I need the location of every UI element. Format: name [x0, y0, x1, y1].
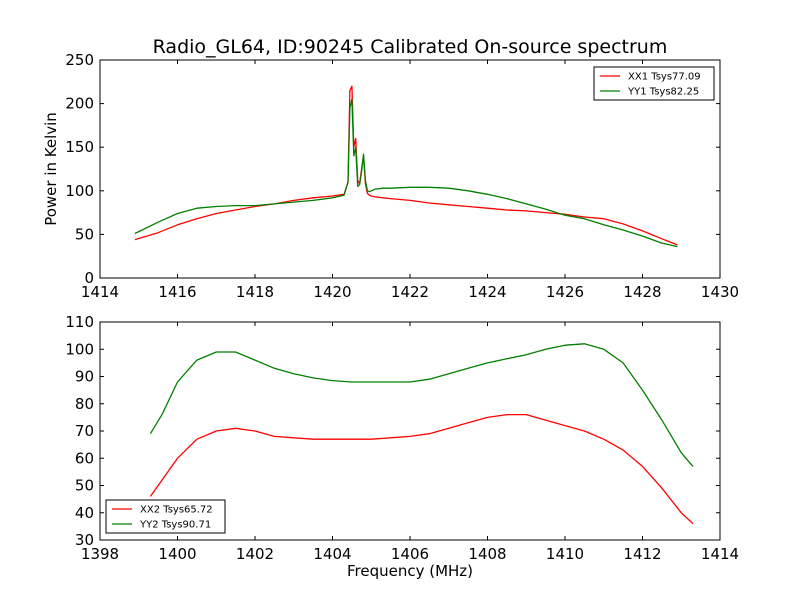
bottom-plot: 1398 1400 1402 1404 1406 1408 1410 1412 1414 30 40…	[65, 313, 739, 563]
legend: XX1 Tsys77.09 YY1 Tsys82.25	[593, 66, 715, 101]
x-tick-label: 1426	[546, 283, 584, 301]
x-tick-label: 1428	[623, 283, 661, 301]
x-tick-label: 1412	[623, 545, 661, 563]
y-tick-label: 50	[75, 225, 94, 243]
x-tick-label: 1404	[313, 545, 351, 563]
y-axis-label: Power in Kelvin	[42, 112, 60, 226]
legend-box	[105, 499, 226, 534]
x-tick-label: 1410	[546, 545, 584, 563]
x-tick-label: 1430	[701, 283, 739, 301]
x-tick-label: 1416	[158, 283, 196, 301]
legend-label: YY1 Tsys82.25	[627, 87, 699, 98]
y-tick-label: 100	[65, 182, 94, 200]
y-tick-label: 150	[65, 138, 94, 156]
legend: XX2 Tsys65.72 YY2 Tsys90.71	[105, 499, 226, 534]
legend-label: XX1 Tsys77.09	[628, 72, 701, 83]
y-tick-label: 30	[75, 531, 94, 549]
series-line-0-1	[134, 98, 678, 248]
y-tick-label: 100	[65, 340, 94, 358]
x-tick-label: 1398	[81, 545, 119, 563]
legend-box	[593, 66, 715, 101]
x-tick-label: 1402	[236, 545, 274, 563]
series-line-0-0	[134, 85, 678, 246]
y-tick-label: 0	[84, 269, 94, 287]
x-tick-label: 1422	[391, 283, 429, 301]
x-tick-label: 1414	[701, 545, 739, 563]
y-tick-label: 50	[75, 477, 94, 495]
y-tick-label: 70	[75, 422, 94, 440]
chart-title: Radio_GL64, ID:90245 Calibrated On-sourc…	[153, 36, 668, 58]
legend-label: XX2 Tsys65.72	[140, 505, 213, 516]
y-tick-label: 90	[75, 368, 94, 386]
x-tick-label: 1400	[158, 545, 196, 563]
y-tick-label: 110	[65, 313, 94, 331]
y-tick-label: 60	[75, 449, 94, 467]
y-tick-label: 40	[75, 504, 94, 522]
series-line-1-0	[149, 413, 694, 525]
x-tick-label: 1414	[81, 283, 119, 301]
y-tick-label: 200	[65, 95, 94, 113]
x-tick-label: 1420	[313, 283, 351, 301]
series-line-1-1	[149, 343, 694, 467]
y-tick-label: 250	[65, 51, 94, 69]
y-tick-label: 80	[75, 395, 94, 413]
legend-label: YY2 Tsys90.71	[139, 520, 211, 531]
x-tick-label: 1424	[468, 283, 506, 301]
x-axis-label: Frequency (MHz)	[347, 562, 473, 580]
top-plot: 1414 1416 1418 1420 1422 1424 1426 1428 1430 0 50 1…	[65, 51, 739, 301]
x-tick-label: 1408	[468, 545, 506, 563]
x-tick-label: 1406	[391, 545, 429, 563]
x-tick-label: 1418	[236, 283, 274, 301]
